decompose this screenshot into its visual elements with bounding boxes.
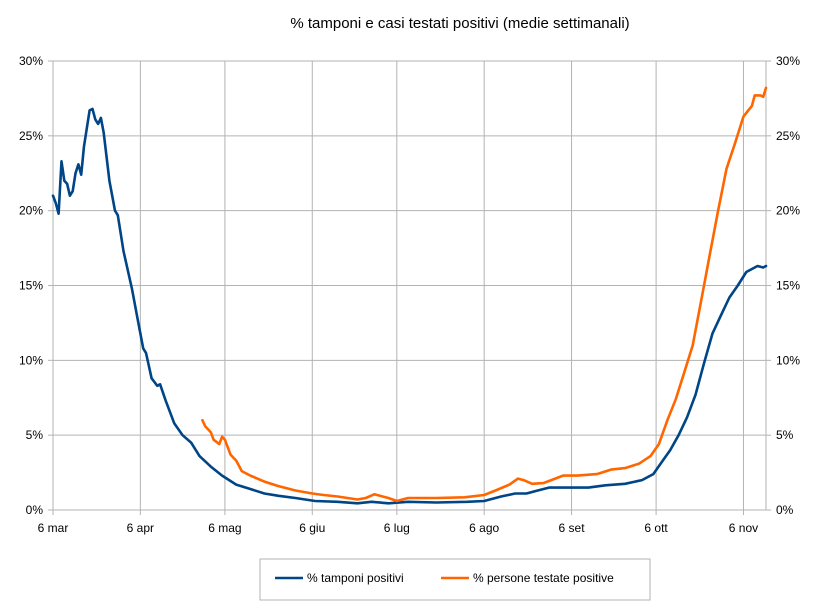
legend-label-tamponi: % tamponi positivi — [307, 571, 404, 585]
grid — [52, 60, 766, 511]
y-tick-label-left: 30% — [19, 54, 43, 68]
legend-box — [259, 558, 651, 601]
y-tick-label-right: 0% — [776, 503, 794, 517]
x-tick-label: 6 ago — [469, 521, 499, 535]
y-tick-label-right: 30% — [776, 54, 800, 68]
y-tick-label-left: 15% — [19, 279, 43, 293]
x-tick-label: 6 apr — [127, 521, 154, 535]
x-tick-label: 6 mag — [208, 521, 241, 535]
x-tick-label: 6 set — [559, 521, 586, 535]
axes — [48, 60, 771, 515]
series-line-1 — [201, 86, 768, 503]
y-tick-label-right: 5% — [776, 428, 794, 442]
chart-title: % tamponi e casi testati positivi (medie… — [290, 15, 629, 32]
y-axis-left: 0% 5% 10% 15% 20% 25% 30% — [19, 54, 43, 517]
y-tick-label-right: 15% — [776, 279, 800, 293]
x-tick-label: 6 ott — [644, 521, 668, 535]
legend: % tamponi positivi % persone testate pos… — [259, 558, 651, 601]
series-layer — [51, 86, 768, 505]
y-tick-label-left: 5% — [26, 428, 44, 442]
y-axis-right: 0% 5% 10% 15% 20% 25% 30% — [776, 54, 800, 517]
x-tick-label: 6 nov — [729, 521, 758, 535]
x-tick-label: 6 mar — [38, 521, 69, 535]
y-tick-label-left: 0% — [26, 503, 44, 517]
y-tick-label-left: 25% — [19, 129, 43, 143]
y-tick-label-right: 20% — [776, 204, 800, 218]
x-tick-label: 6 giu — [299, 521, 325, 535]
x-tick-label: 6 lug — [384, 521, 410, 535]
y-tick-label-left: 20% — [19, 204, 43, 218]
series-line-0 — [51, 107, 768, 505]
y-tick-label-right: 10% — [776, 353, 800, 367]
y-tick-label-right: 25% — [776, 129, 800, 143]
y-tick-label-left: 10% — [19, 353, 43, 367]
legend-label-persone: % persone testate positive — [473, 571, 614, 585]
x-axis: 6 mar 6 apr 6 mag 6 giu 6 lug 6 ago 6 set 6 ott… — [38, 521, 758, 535]
